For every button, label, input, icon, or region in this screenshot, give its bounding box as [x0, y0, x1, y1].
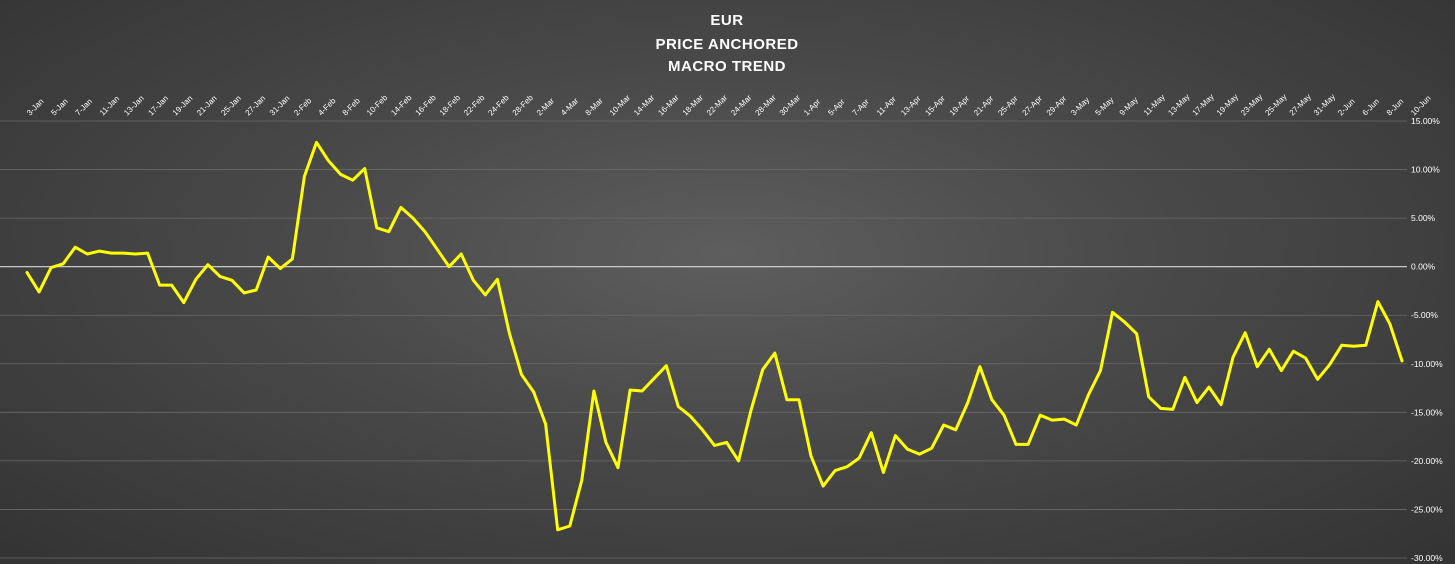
x-tick-label: 2-Jun: [1336, 97, 1357, 118]
x-tick-label: 25-Jan: [219, 94, 243, 118]
x-tick-label: 23-May: [1239, 92, 1264, 117]
x-tick-label: 10-Mar: [608, 93, 633, 118]
y-tick-label: 0.00%: [1411, 262, 1436, 272]
series-group: [25, 140, 1404, 532]
y-tick-label: 10.00%: [1411, 165, 1440, 175]
y-tick-label: 5.00%: [1411, 213, 1436, 223]
x-tick-label: 8-Feb: [341, 96, 363, 118]
x-tick-label: 13-Apr: [899, 94, 923, 118]
x-tick-label: 1-Apr: [802, 97, 822, 117]
y-tick-label: -20.00%: [1411, 456, 1443, 466]
chart-title-line-1: EUR: [710, 12, 743, 29]
chart-title-line-2: PRICE ANCHORED: [655, 36, 798, 53]
x-tick-label: 28-Feb: [511, 93, 536, 118]
x-tick-label: 5-May: [1093, 95, 1115, 117]
x-tick-label: 7-Apr: [851, 97, 871, 117]
x-tick-label: 22-Feb: [462, 93, 487, 118]
x-tick-label: 27-May: [1288, 92, 1313, 117]
x-tick-label: 9-May: [1118, 95, 1140, 117]
x-tick-label: 16-Feb: [414, 93, 439, 118]
x-axis-ticks: 3-Jan 5-Jan 7-Jan 11-Jan 13-Jan 17-Jan 19-Jan 2…: [25, 92, 1433, 117]
x-tick-label: 18-Feb: [438, 93, 463, 118]
x-tick-label: 25-Apr: [996, 94, 1020, 118]
x-tick-label: 21-Apr: [972, 94, 996, 118]
x-tick-label: 3-May: [1069, 95, 1091, 117]
x-tick-label: 6-Jun: [1360, 97, 1381, 118]
x-tick-label: 19-Jan: [171, 94, 195, 118]
x-tick-label: 14-Mar: [632, 93, 657, 118]
gridlines: [0, 120, 1407, 559]
y-tick-label: -5.00%: [1411, 310, 1438, 320]
y-tick-label: -10.00%: [1411, 359, 1443, 369]
x-tick-label: 8-Mar: [584, 96, 605, 117]
x-tick-label: 27-Apr: [1021, 94, 1045, 118]
chart-title: EUR PRICE ANCHORED MACRO TREND: [655, 12, 798, 75]
x-tick-label: 14-Feb: [389, 93, 414, 118]
x-tick-label: 19-May: [1215, 92, 1240, 117]
x-tick-label: 4-Mar: [559, 96, 580, 117]
y-tick-label: -25.00%: [1411, 504, 1443, 514]
x-tick-label: 28-Mar: [753, 93, 778, 118]
y-tick-label: 15.00%: [1411, 116, 1440, 126]
x-tick-label: 16-Mar: [656, 93, 681, 118]
x-tick-label: 24-Mar: [729, 93, 754, 118]
x-tick-label: 7-Jan: [74, 97, 95, 118]
x-tick-label: 3-Jan: [25, 97, 46, 118]
x-tick-label: 11-May: [1142, 93, 1167, 118]
series-line-0: [25, 140, 1404, 532]
y-axis-ticks: 15.00% 10.00% 5.00% 0.00% -5.00% -10.00% -15.0…: [1411, 116, 1443, 563]
x-tick-label: 19-Apr: [948, 94, 972, 118]
x-tick-label: 25-May: [1263, 92, 1288, 117]
x-tick-label: 27-Jan: [244, 94, 268, 118]
x-tick-label: 18-Mar: [681, 93, 706, 118]
y-tick-label: -15.00%: [1411, 407, 1443, 417]
x-tick-label: 17-May: [1191, 92, 1216, 117]
x-tick-label: 17-Jan: [146, 94, 170, 118]
x-tick-label: 8-Jun: [1385, 97, 1406, 118]
x-tick-label: 31-Jan: [268, 94, 292, 118]
x-tick-label: 29-Apr: [1045, 94, 1069, 118]
x-tick-label: 15-Apr: [923, 94, 947, 118]
x-tick-label: 5-Jan: [49, 97, 70, 118]
x-tick-label: 30-Mar: [778, 93, 803, 118]
x-tick-label: 2-Mar: [535, 96, 556, 117]
x-tick-label: 22-Mar: [705, 93, 730, 118]
x-tick-label: 10-Feb: [365, 93, 390, 118]
x-tick-label: 5-Apr: [826, 97, 846, 117]
x-tick-label: 24-Feb: [486, 93, 511, 118]
x-tick-label: 13-May: [1166, 92, 1191, 117]
chart-title-line-3: MACRO TREND: [668, 58, 786, 75]
x-tick-label: 10-Jun: [1409, 94, 1433, 118]
x-tick-label: 11-Jan: [98, 94, 121, 117]
y-tick-label: -30.00%: [1411, 553, 1443, 563]
x-tick-label: 13-Jan: [122, 94, 146, 118]
x-tick-label: 21-Jan: [195, 94, 219, 118]
x-tick-label: 31-May: [1312, 92, 1337, 117]
x-tick-label: 4-Feb: [316, 96, 338, 118]
x-tick-label: 11-Apr: [875, 94, 898, 117]
x-tick-label: 2-Feb: [292, 96, 314, 118]
